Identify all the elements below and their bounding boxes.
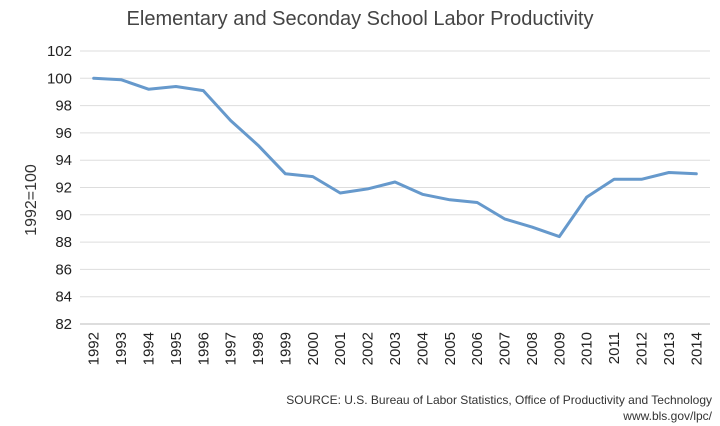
x-tick-label: 2011 <box>606 332 623 364</box>
x-axis-ticks: 1992 1993 1994 1995 1996 1997 1998 1999 2000 2001… <box>86 332 706 365</box>
x-tick-label: 2003 <box>387 332 404 365</box>
series-line <box>92 76 698 239</box>
x-tick-label: 1996 <box>195 332 212 365</box>
x-tick-label: 2006 <box>469 332 486 365</box>
y-tick-label: 98 <box>55 98 72 115</box>
x-tick-label: 2012 <box>634 332 651 365</box>
source-text: SOURCE: U.S. Bureau of Labor Statistics,… <box>286 393 712 407</box>
x-tick-label: 2014 <box>688 332 705 365</box>
source-url: www.bls.gov/lpc/ <box>623 409 712 423</box>
y-tick-label: 92 <box>55 180 72 197</box>
series-layer <box>92 76 698 239</box>
x-tick-label: 2000 <box>305 332 322 365</box>
y-tick-label: 82 <box>55 316 72 333</box>
x-tick-label: 2008 <box>524 332 541 365</box>
x-tick-label: 1995 <box>168 332 185 365</box>
y-tick-label: 88 <box>55 234 72 251</box>
y-tick-label: 84 <box>55 289 72 306</box>
x-tick-label: 2007 <box>497 332 514 365</box>
y-axis-label: 1992=100 <box>23 164 40 236</box>
x-tick-label: 2001 <box>332 332 349 365</box>
x-tick-label: 2002 <box>360 332 377 365</box>
x-tick-label: 1998 <box>250 332 267 365</box>
x-tick-label: 1999 <box>277 332 294 365</box>
y-tick-label: 94 <box>55 152 72 169</box>
gridlines <box>80 50 710 325</box>
y-tick-label: 102 <box>47 43 72 60</box>
x-tick-label: 1993 <box>113 332 130 365</box>
y-tick-label: 100 <box>47 70 72 87</box>
chart-title: Elementary and Seconday School Labor Pro… <box>126 8 594 30</box>
y-axis-ticks: 82 84 86 88 90 92 94 96 98 100 102 <box>47 43 72 333</box>
x-tick-label: 2009 <box>551 332 568 365</box>
y-tick-label: 96 <box>55 125 72 142</box>
x-tick-label: 2013 <box>661 332 678 365</box>
x-tick-label: 1992 <box>86 332 103 365</box>
x-tick-label: 1994 <box>140 332 157 365</box>
x-tick-label: 2005 <box>442 332 459 365</box>
x-tick-label: 2004 <box>414 332 431 365</box>
y-tick-label: 90 <box>55 207 72 224</box>
x-tick-label: 2010 <box>579 332 596 365</box>
x-tick-label: 1997 <box>223 332 240 365</box>
y-tick-label: 86 <box>55 261 72 278</box>
